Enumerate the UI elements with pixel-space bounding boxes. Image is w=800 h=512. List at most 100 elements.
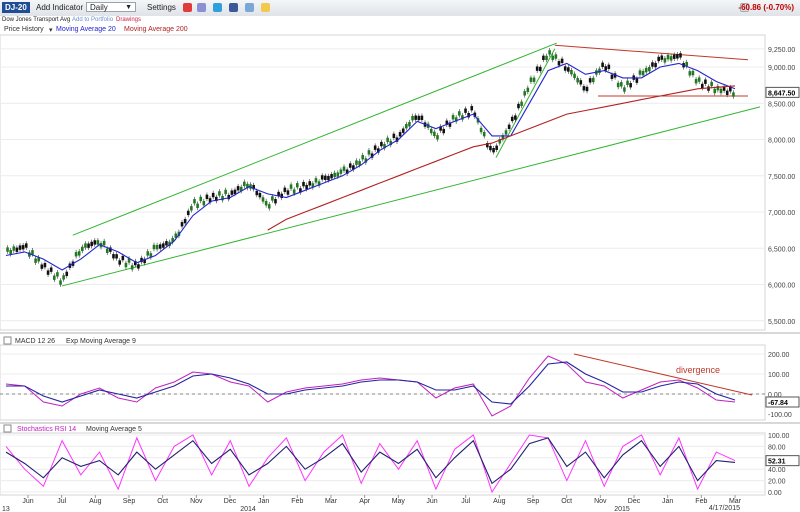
price-bar bbox=[545, 55, 548, 61]
price-bar bbox=[591, 77, 595, 83]
price-bar bbox=[295, 183, 299, 188]
price-bar bbox=[355, 160, 358, 165]
legend-macd-signal[interactable]: Exp Moving Average 9 bbox=[66, 338, 136, 345]
y-tick-label: 9,250.00 bbox=[768, 47, 795, 54]
price-bar bbox=[143, 258, 146, 264]
legend-ma200[interactable]: Moving Average 200 bbox=[124, 26, 188, 33]
price-bar bbox=[526, 87, 530, 93]
price-bar bbox=[464, 108, 467, 113]
price-bar bbox=[523, 91, 527, 96]
series-line-moving-average-5 bbox=[5, 437, 736, 485]
x-tick-label: Feb bbox=[291, 498, 303, 505]
price-bar bbox=[109, 247, 112, 252]
price-bar bbox=[657, 56, 660, 62]
price-bar bbox=[162, 243, 165, 248]
price-bar bbox=[648, 66, 651, 72]
price-bar bbox=[411, 115, 414, 121]
price-bar bbox=[308, 181, 312, 186]
alert-icon[interactable] bbox=[740, 3, 749, 12]
price-bar bbox=[676, 54, 679, 59]
upper-channel-line bbox=[72, 42, 557, 236]
price-bar bbox=[420, 115, 424, 121]
price-bar bbox=[258, 192, 262, 198]
price-bar bbox=[40, 264, 44, 269]
x-tick-label: Feb bbox=[695, 498, 707, 505]
price-bar bbox=[732, 92, 735, 97]
record-icon[interactable] bbox=[183, 3, 192, 12]
price-bar bbox=[327, 175, 330, 181]
facebook-icon[interactable] bbox=[229, 3, 238, 12]
price-bar bbox=[330, 174, 333, 179]
x-tick-label: Apr bbox=[359, 498, 371, 505]
price-bar bbox=[155, 244, 159, 250]
add-portfolio-link[interactable]: Add to Portfolio bbox=[72, 17, 114, 23]
x-tick-label: Dec bbox=[224, 498, 237, 505]
price-bar bbox=[15, 247, 19, 252]
price-bar bbox=[214, 196, 218, 202]
y-tick-label: 100.00 bbox=[768, 372, 790, 379]
price-bar bbox=[635, 78, 639, 83]
price-bar bbox=[361, 155, 365, 160]
price-bar bbox=[345, 169, 349, 174]
note-icon[interactable] bbox=[261, 3, 270, 12]
price-bar bbox=[672, 54, 676, 59]
twitter-icon[interactable] bbox=[213, 3, 222, 12]
close-icon[interactable] bbox=[3, 336, 12, 345]
price-bar bbox=[21, 245, 25, 250]
legend-price-caret[interactable]: ▾ bbox=[49, 27, 53, 34]
price-bar bbox=[221, 195, 224, 201]
legend-stoch-ma[interactable]: Moving Average 5 bbox=[86, 426, 142, 433]
price-bar bbox=[274, 199, 277, 204]
price-bar bbox=[380, 141, 383, 147]
price-bar bbox=[336, 172, 340, 177]
price-bar bbox=[52, 275, 56, 280]
price-bar bbox=[638, 70, 642, 75]
price-bar bbox=[495, 145, 498, 150]
legend-price-history[interactable]: Price History bbox=[4, 26, 44, 33]
x-tick-label: Sep bbox=[527, 498, 540, 505]
price-bar bbox=[616, 82, 620, 88]
price-bar bbox=[339, 169, 343, 174]
price-bar bbox=[289, 184, 293, 189]
price-bar bbox=[230, 190, 234, 195]
price-bar bbox=[433, 131, 436, 137]
price-bar bbox=[211, 192, 215, 198]
divergence-annotation: divergence bbox=[676, 365, 720, 375]
price-bar bbox=[205, 194, 209, 199]
price-bar bbox=[386, 137, 389, 143]
price-bar bbox=[663, 58, 667, 63]
price-bar bbox=[302, 181, 305, 187]
y-tick-label: 100.00 bbox=[768, 433, 790, 440]
price-bar bbox=[585, 86, 589, 92]
symbol-label[interactable]: DJ-20 bbox=[2, 2, 30, 13]
price-bar bbox=[579, 80, 583, 85]
compare-icon[interactable] bbox=[197, 3, 206, 12]
price-bar bbox=[127, 258, 131, 263]
y-tick-label: 0.00 bbox=[768, 490, 782, 497]
settings-button[interactable]: Settings bbox=[147, 3, 176, 12]
email-icon[interactable] bbox=[245, 3, 254, 12]
price-bar bbox=[115, 254, 118, 259]
price-bar bbox=[629, 83, 632, 88]
add-indicator-button[interactable]: Add Indicator bbox=[36, 3, 84, 12]
price-bar bbox=[582, 86, 586, 91]
price-bar bbox=[59, 280, 62, 285]
price-bar bbox=[542, 55, 545, 60]
price-bar bbox=[654, 62, 657, 68]
price-bar bbox=[140, 257, 143, 263]
close-icon[interactable] bbox=[3, 424, 12, 433]
x-tick-label: Mar bbox=[729, 498, 742, 505]
legend-stoch[interactable]: Stochastics RSI 14 bbox=[17, 426, 77, 433]
price-bar bbox=[317, 181, 321, 186]
drawings-link[interactable]: Drawings bbox=[116, 17, 142, 23]
price-bar bbox=[146, 251, 150, 256]
price-bar bbox=[277, 191, 280, 197]
lower-channel-line bbox=[61, 106, 761, 287]
legend-macd[interactable]: MACD 12 26 bbox=[15, 338, 56, 345]
price-bar bbox=[342, 166, 346, 171]
price-bar bbox=[454, 117, 458, 122]
legend-ma20[interactable]: Moving Average 20 bbox=[56, 26, 116, 33]
price-bar bbox=[252, 184, 255, 190]
interval-select[interactable]: Daily ▼ bbox=[86, 2, 136, 12]
